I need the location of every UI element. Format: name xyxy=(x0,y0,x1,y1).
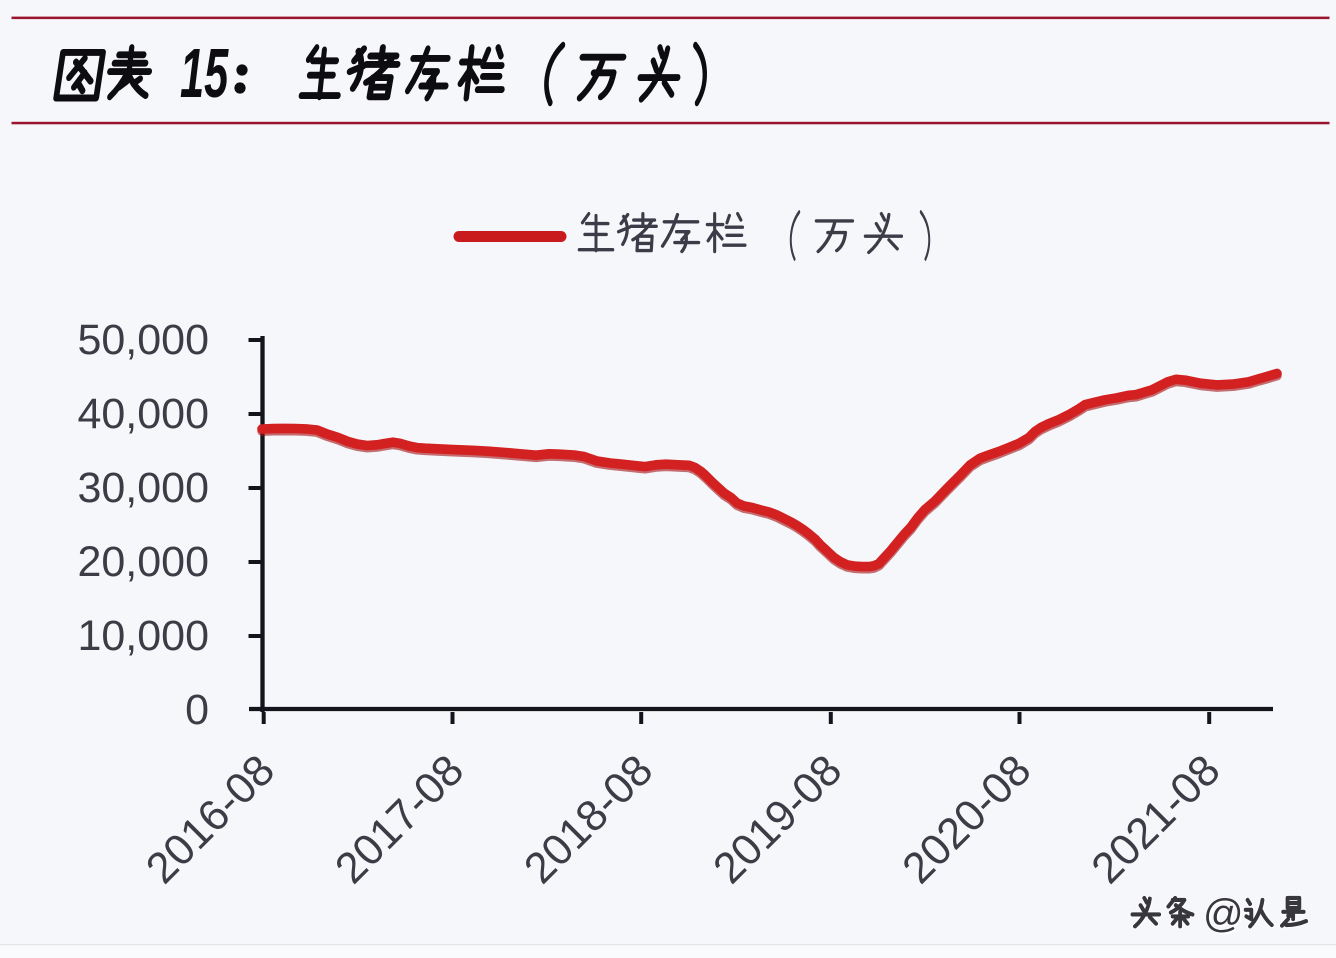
svg-text:0: 0 xyxy=(185,686,209,734)
svg-text:2017-08: 2017-08 xyxy=(326,746,473,893)
svg-text:15: 15 xyxy=(180,34,229,112)
svg-text:2021-08: 2021-08 xyxy=(1083,746,1230,893)
svg-text:10,000: 10,000 xyxy=(77,612,209,660)
svg-text:30,000: 30,000 xyxy=(77,464,209,512)
svg-text:50,000: 50,000 xyxy=(77,316,209,364)
svg-text:2020-08: 2020-08 xyxy=(894,746,1041,893)
svg-text:40,000: 40,000 xyxy=(77,390,209,438)
svg-text:20,000: 20,000 xyxy=(77,538,209,586)
svg-text:@: @ xyxy=(1203,892,1244,936)
svg-text:2016-08: 2016-08 xyxy=(137,746,284,893)
svg-text:2018-08: 2018-08 xyxy=(515,746,662,893)
svg-text:2019-08: 2019-08 xyxy=(705,746,852,893)
